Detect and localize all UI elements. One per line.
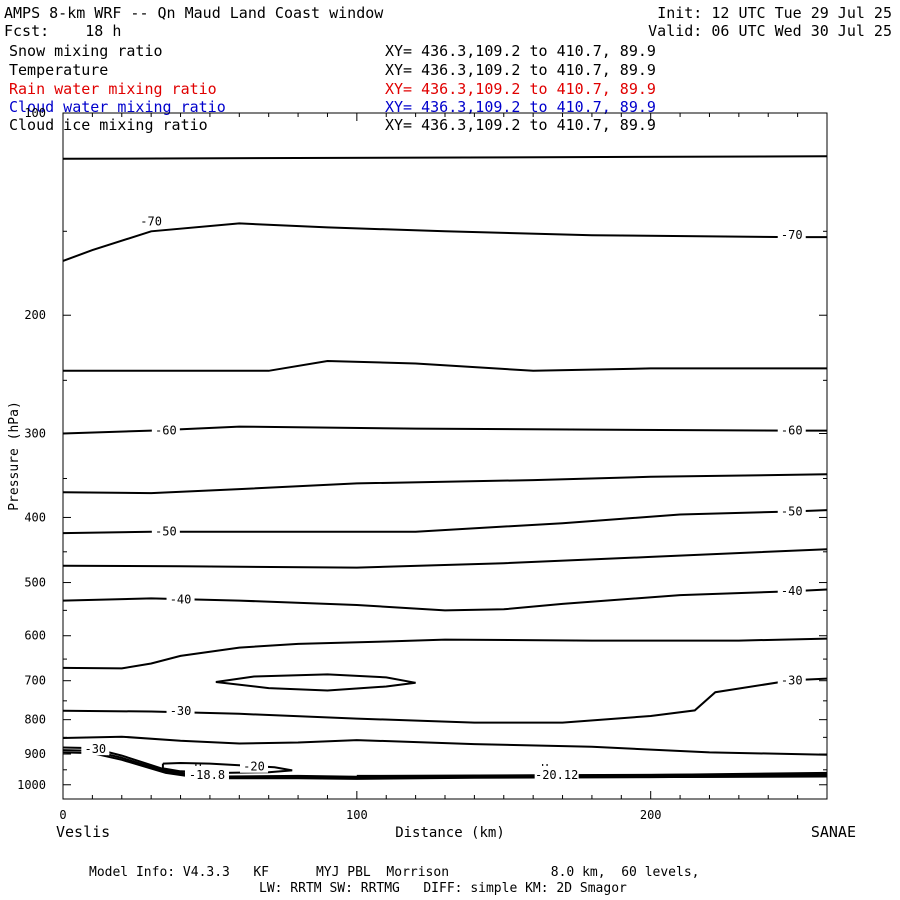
contour-label: -40 [170,593,192,607]
contour-line [62,155,828,160]
extremum-label-bg [184,765,229,780]
legend-cloud-ice: Cloud ice mixing ratio [9,116,208,134]
contour-line [62,735,828,756]
contour-label: -70 [781,228,803,242]
extremum-label-bg [534,765,579,780]
forecast-hour: Fcst: 18 h [4,22,122,40]
contour-line [62,588,828,612]
legend-cloud-ice-coords: XY= 436.3,109.2 to 410.7, 89.9 [385,116,656,134]
contour-label-bg [137,213,166,228]
contour-label-bg [240,758,268,773]
y-tick-label: 400 [24,510,46,524]
y-tick-label: 500 [24,576,46,590]
contour-label-bg [777,672,806,687]
contour-label: -40 [781,584,803,598]
init-time: Init: 12 UTC Tue 29 Jul 25 [657,4,892,22]
contour-label: -30 [84,742,106,756]
right-endpoint: SANAE [810,823,856,841]
x-tick-label: 0 [59,808,66,822]
model-info-line1: Model Info: V4.3.3 KF MYJ PBL Morrison 8… [89,865,700,880]
y-tick-label: 700 [24,674,46,688]
legend-cloud-water-coords: XY= 436.3,109.2 to 410.7, 89.9 [385,98,656,116]
y-tick-label: 1000 [17,778,46,792]
contour-label-bg [151,523,180,538]
y-tick-label: 800 [24,713,46,727]
contour-line [62,473,828,495]
contour-label: -60 [155,424,177,438]
legend-snow-coords: XY= 436.3,109.2 to 410.7, 89.9 [385,42,656,60]
legend-temperature-coords: XY= 436.3,109.2 to 410.7, 89.9 [385,61,656,79]
extremum-label: -18.8 [189,768,225,782]
contour-label: -20 [243,760,265,774]
contour-line [533,775,828,779]
contour-line [62,677,828,724]
contour-label-bg [81,741,110,756]
contour-line [63,359,827,372]
x-axis-ticks: 0 100 200 [59,113,828,822]
legend-temperature: Temperature [9,61,109,79]
y-tick-label: 100 [24,106,46,120]
contour-line [215,673,416,692]
contour-label-bg [166,591,195,606]
contour-line [161,761,293,774]
legend-snow: Snow mixing ratio [9,42,163,60]
y-tick-label: 300 [24,427,46,441]
extremum-label: -20.12 [535,768,578,782]
contour-label-bg [166,702,195,717]
contour-label: -50 [781,505,803,519]
contour-label-bg [777,422,806,437]
contour-label: -70 [140,214,162,228]
y-axis-ticks: 100 200 300 400 500 600 700 800 900 1000 [17,106,827,800]
contour-label: -30 [170,704,192,718]
contour-label: -50 [155,525,177,539]
x-tick-label: 200 [640,808,662,822]
legend-cloud-water: Cloud water mixing ratio [9,98,226,116]
contour-label-bg [777,503,806,518]
model-info-line2: LW: RRTM SW: RRTMG DIFF: simple KM: 2D S… [259,881,627,896]
contour-label-bg [777,227,806,242]
contour-line [62,548,828,569]
left-endpoint: Veslis [56,823,111,841]
y-axis-label: Pressure (hPa) [7,401,22,511]
y-tick-label: 200 [24,308,46,322]
y-tick-label: 900 [24,747,46,761]
temperature-contours [62,155,828,780]
x-axis-label: Distance (km) [395,825,505,841]
contour-label: -60 [781,424,803,438]
contour-label: -30 [781,673,803,687]
x-tick-label: 100 [346,808,368,822]
valid-time: Valid: 06 UTC Wed 30 Jul 25 [648,22,892,40]
contour-label-bg [777,583,806,598]
legend-rain: Rain water mixing ratio [9,80,217,98]
y-tick-label: 600 [24,629,46,643]
contour-line [62,637,828,670]
contour-line [62,222,827,262]
legend-rain-coords: XY= 436.3,109.2 to 410.7, 89.9 [385,80,656,98]
contour-labels: -70-70-60-60-50-50-40-40-30-30-30-20H-18… [81,213,806,782]
chart-title: AMPS 8-km WRF -- Qn Maud Land Coast wind… [4,4,384,22]
contour-label-bg [151,422,180,437]
